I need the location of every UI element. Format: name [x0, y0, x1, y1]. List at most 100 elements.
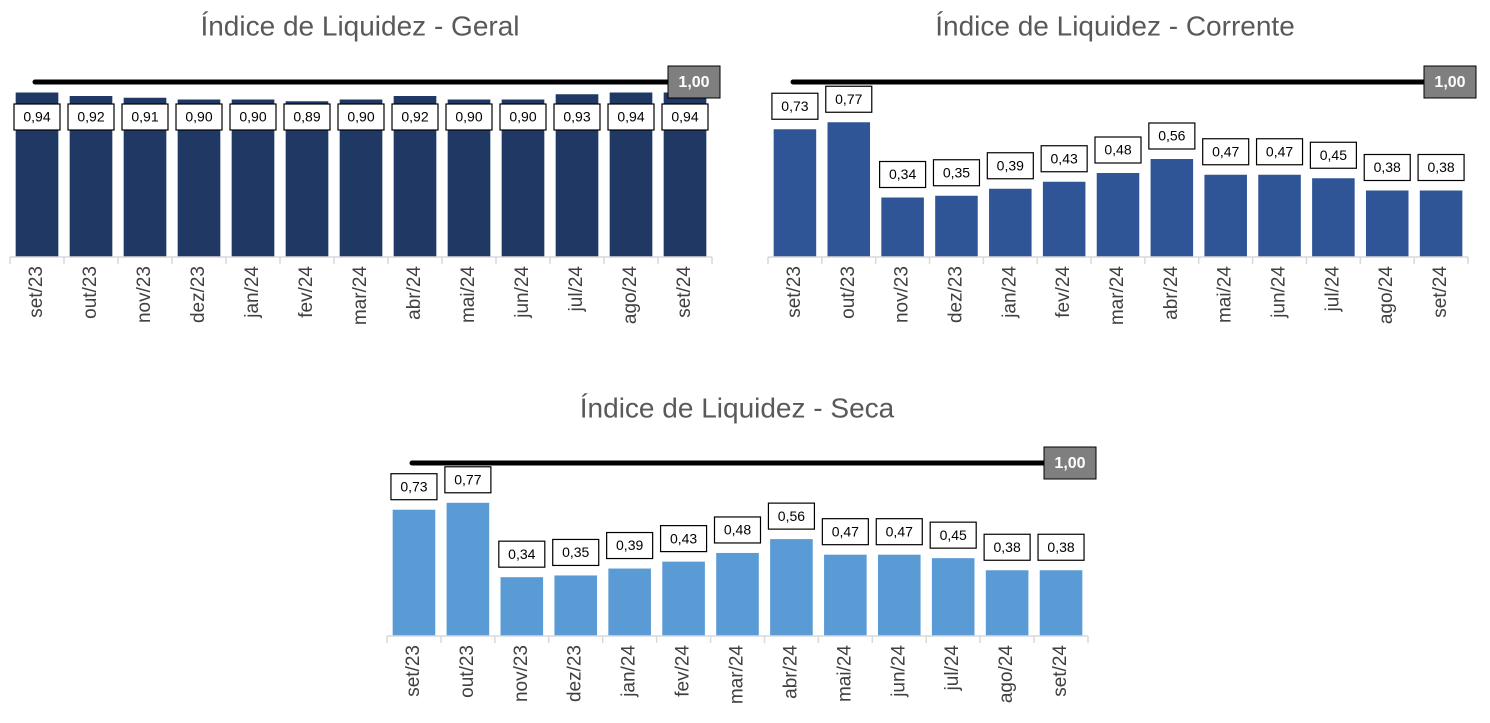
x-tick-label: jul/24: [942, 645, 963, 692]
x-tick-label: jun/24: [512, 266, 533, 319]
data-label: 0,93: [563, 109, 590, 125]
x-tick-label: abr/24: [1161, 266, 1182, 320]
bar: [1039, 570, 1083, 636]
x-tick-label: abr/24: [404, 266, 425, 320]
data-label: 0,91: [131, 109, 158, 125]
data-label: 0,56: [1158, 128, 1185, 144]
data-label-box: [283, 103, 331, 131]
data-label-box: [879, 160, 927, 189]
bar: [500, 577, 544, 636]
data-label-box: [771, 92, 819, 120]
bar-chart: Índice de Liquidez - Corrente set/23 out/2…: [767, 10, 1477, 326]
x-tick-label: ago/24: [996, 645, 1017, 704]
data-label: 0,34: [889, 166, 916, 182]
data-label: 0,38: [1047, 539, 1074, 555]
x-tick-label: set/24: [1050, 645, 1071, 697]
bar: [931, 558, 975, 636]
data-label-box: [553, 103, 601, 131]
x-tick-label: mar/24: [350, 266, 371, 326]
data-label-box: [175, 103, 223, 131]
x-tick-label: mai/24: [1215, 266, 1236, 323]
data-label: 0,47: [886, 523, 913, 539]
data-label: 0,48: [724, 522, 751, 538]
chart-title: Índice de Liquidez - Seca: [580, 392, 895, 423]
data-label: 0,34: [508, 546, 535, 562]
data-label-box: [659, 525, 708, 553]
bar: [1258, 174, 1301, 257]
data-label: 0,35: [943, 164, 970, 180]
bar: [935, 195, 978, 257]
bar: [989, 188, 1032, 257]
x-tick-label: set/23: [26, 266, 47, 318]
data-label-box: [391, 103, 439, 131]
data-label-box: [552, 538, 600, 567]
bar: [1096, 173, 1140, 257]
x-tick-label: jul/24: [566, 266, 587, 313]
x-tick-label: abr/24: [780, 645, 801, 699]
data-label: 0,38: [1374, 159, 1401, 175]
data-label: 0,56: [778, 508, 805, 524]
data-label-box: [825, 85, 873, 113]
bar: [985, 570, 1029, 636]
bar: [608, 568, 651, 636]
data-label-box: [1148, 122, 1196, 150]
data-label: 0,45: [1320, 147, 1347, 163]
x-tick-label: out/23: [80, 266, 101, 319]
x-tick-label: jan/24: [242, 266, 263, 319]
bar: [1365, 190, 1409, 257]
bar: [773, 129, 817, 257]
data-label: 0,90: [509, 109, 536, 125]
data-label: 0,38: [1427, 159, 1454, 175]
data-label-box: [606, 531, 654, 560]
x-tick-label: out/23: [838, 266, 859, 319]
data-label-box: [498, 540, 546, 568]
x-tick-label: mar/24: [1107, 266, 1128, 326]
bar: [392, 509, 436, 636]
data-label: 0,47: [1266, 143, 1293, 159]
x-tick-label: jun/24: [888, 645, 909, 698]
bar: [877, 554, 921, 636]
data-label-box: [229, 103, 277, 131]
data-label: 0,92: [401, 109, 428, 125]
data-label: 0,77: [835, 91, 862, 107]
x-tick-label: fev/24: [296, 266, 317, 318]
x-tick-label: ago/24: [1376, 266, 1397, 325]
data-label-box: [607, 103, 655, 131]
data-label-box: [983, 533, 1031, 561]
data-label: 0,73: [781, 98, 808, 114]
bar: [716, 552, 759, 636]
x-tick-label: set/23: [403, 645, 424, 697]
chart-title: Índice de Liquidez - Geral: [200, 10, 519, 41]
data-label-box: [821, 518, 869, 546]
data-label-box: [1202, 138, 1250, 166]
data-label-box: [661, 103, 709, 131]
data-label-box: [986, 152, 1034, 180]
data-label-box: [932, 159, 981, 187]
x-tick-label: mar/24: [727, 645, 748, 705]
x-tick-label: nov/23: [134, 266, 155, 323]
bar: [1204, 174, 1247, 257]
bar-chart: Índice de Liquidez - Seca set/23 out/23 nov…: [386, 392, 1097, 705]
bar: [1150, 159, 1194, 257]
x-tick-label: jan/24: [999, 266, 1020, 319]
data-label: 0,73: [400, 478, 427, 494]
data-label-box: [499, 103, 547, 131]
data-label-box: [1309, 141, 1357, 169]
bar: [446, 502, 490, 636]
x-tick-label: jul/24: [1322, 266, 1343, 313]
data-label-box: [444, 466, 492, 494]
data-label-box: [767, 502, 816, 530]
data-label-box: [445, 103, 493, 131]
reference-label: 1,00: [1434, 74, 1465, 91]
bar: [770, 539, 813, 636]
x-tick-label: mai/24: [458, 266, 479, 323]
data-label: 0,92: [77, 109, 104, 125]
x-tick-label: dez/23: [565, 645, 586, 702]
data-label: 0,38: [993, 539, 1020, 555]
x-tick-label: nov/23: [892, 266, 913, 323]
data-label: 0,47: [1212, 143, 1239, 159]
data-label: 0,35: [562, 544, 589, 560]
data-label-box: [1037, 533, 1085, 561]
data-label-box: [1094, 136, 1142, 164]
x-tick-label: jun/24: [1269, 266, 1290, 319]
